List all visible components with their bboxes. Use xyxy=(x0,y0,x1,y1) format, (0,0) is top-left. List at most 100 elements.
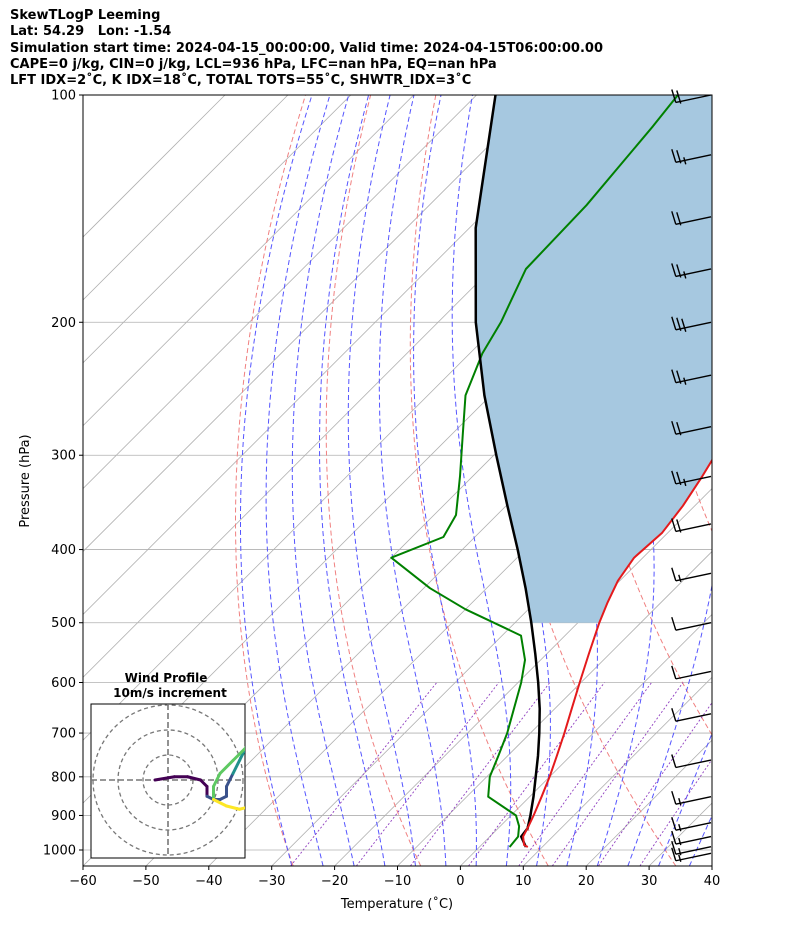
isotherm-gridline xyxy=(523,676,712,866)
barb-shaft xyxy=(675,852,712,862)
wind-barb xyxy=(671,847,712,862)
cape-line: CAPE=0 j/kg, CIN=0 j/kg, LCL=936 hPa, LF… xyxy=(10,56,497,72)
hodograph-segment xyxy=(225,804,241,811)
y-tick-label: 200 xyxy=(51,316,76,331)
barb-flag xyxy=(671,816,677,831)
y-tick-label: 400 xyxy=(51,543,76,558)
hodograph-segment xyxy=(231,759,241,775)
x-tick-label: −30 xyxy=(258,874,285,889)
cape-shaded-area xyxy=(475,95,712,623)
mixing-ratio-line xyxy=(518,682,652,866)
hodograph-subtitle: 10m/s increment xyxy=(113,686,227,700)
barb-shaft xyxy=(675,670,712,680)
y-tick-label: 600 xyxy=(51,676,76,691)
hodograph-segment xyxy=(253,800,260,807)
x-axis-label: Temperature (˚C) xyxy=(340,896,453,912)
wind-barb xyxy=(671,89,712,104)
hodograph-segment xyxy=(253,728,256,735)
barb-flag xyxy=(671,470,677,485)
moist-adiabat xyxy=(378,95,447,866)
isotherm-gridline xyxy=(83,95,414,427)
temperature-line xyxy=(522,458,712,848)
hodograph-title: Wind Profile xyxy=(125,671,208,685)
x-tick-label: 0 xyxy=(456,874,464,889)
x-tick-label: −60 xyxy=(69,874,96,889)
wind-barb xyxy=(671,470,712,487)
plot-clip-group xyxy=(83,95,794,866)
barb-half-flag xyxy=(683,271,687,279)
moist-adiabat xyxy=(319,95,386,866)
moist-adiabat xyxy=(451,95,512,866)
isotherm-gridline xyxy=(83,95,477,490)
x-tick-label: −50 xyxy=(132,874,159,889)
moist-adiabat xyxy=(291,95,355,866)
mixing-ratio-line xyxy=(598,701,712,866)
y-tick-label: 100 xyxy=(51,89,76,104)
moist-adiabat xyxy=(265,95,331,866)
barb-flag xyxy=(671,790,677,805)
barb-shaft xyxy=(675,154,712,163)
x-tick-label: −10 xyxy=(384,874,411,889)
barb-flag xyxy=(671,708,677,722)
barb-shaft xyxy=(675,216,712,226)
y-tick-label: 900 xyxy=(51,809,76,824)
barb-flag xyxy=(671,369,677,383)
barb-flag xyxy=(676,212,682,226)
wind-barb xyxy=(671,518,712,533)
barb-flag xyxy=(671,263,677,277)
wind-barb xyxy=(671,567,712,582)
hodograph-segment xyxy=(244,746,245,749)
isotherm-gridline xyxy=(711,865,712,866)
barb-flag xyxy=(671,211,677,225)
wind-barb xyxy=(671,665,712,680)
dry-adiabat xyxy=(235,95,306,866)
dry-adiabat xyxy=(325,95,422,866)
moist-adiabat xyxy=(347,95,416,866)
moist-adiabat xyxy=(658,731,712,866)
hodograph-plot xyxy=(91,704,260,858)
wind-barb xyxy=(671,830,712,846)
hodograph-segment xyxy=(186,775,202,782)
barb-half-flag xyxy=(678,837,682,846)
barb-shaft xyxy=(675,846,712,855)
barb-half-flag xyxy=(683,157,687,165)
hodograph-segment xyxy=(199,778,209,788)
barb-shaft xyxy=(675,713,712,722)
moist-adiabat xyxy=(720,95,794,866)
barb-shaft xyxy=(675,374,712,384)
wind-barb xyxy=(671,316,712,332)
y-tick-label: 500 xyxy=(51,616,76,631)
barb-shaft xyxy=(675,94,712,104)
isotherm-gridline xyxy=(775,95,794,866)
barb-shaft xyxy=(675,835,712,845)
barb-shaft xyxy=(675,796,712,805)
moist-adiabat xyxy=(413,95,477,866)
barb-flag xyxy=(671,665,677,680)
wind-barb xyxy=(671,211,712,226)
wind-barbs xyxy=(671,89,712,862)
barb-flag xyxy=(671,149,677,163)
wind-barb xyxy=(671,754,712,769)
y-tick-label: 300 xyxy=(51,449,76,464)
y-axis-label: Pressure (hPa) xyxy=(18,434,33,527)
barb-flag xyxy=(676,264,682,278)
mixing-ratio-line xyxy=(468,682,605,866)
isotherm-gridline xyxy=(83,95,540,553)
y-axis: 100 200 300 400 500 600 700 800 900 1000 xyxy=(43,89,83,859)
chart-title: SkewTLogP Leeming xyxy=(10,8,161,23)
barb-flag xyxy=(671,840,677,855)
barb-shaft xyxy=(675,759,712,769)
dewpoint-line xyxy=(390,95,679,848)
hodograph-segment xyxy=(238,806,245,811)
x-axis: −60 −50 −40 −30 −20 −10 0 10 20 30 40 xyxy=(69,866,720,889)
wind-barb xyxy=(671,790,712,806)
barb-half-flag xyxy=(678,574,682,582)
indices-line: LFT IDX=2˚C, K IDX=18˚C, TOTAL TOTS=55˚C… xyxy=(10,73,472,89)
hodograph-segment xyxy=(231,746,245,762)
isotherm-gridline xyxy=(83,95,603,615)
barb-flag xyxy=(676,421,682,436)
wind-barb xyxy=(671,263,712,279)
hodograph-segment xyxy=(218,759,235,775)
mixing-ratio-line xyxy=(639,758,712,866)
